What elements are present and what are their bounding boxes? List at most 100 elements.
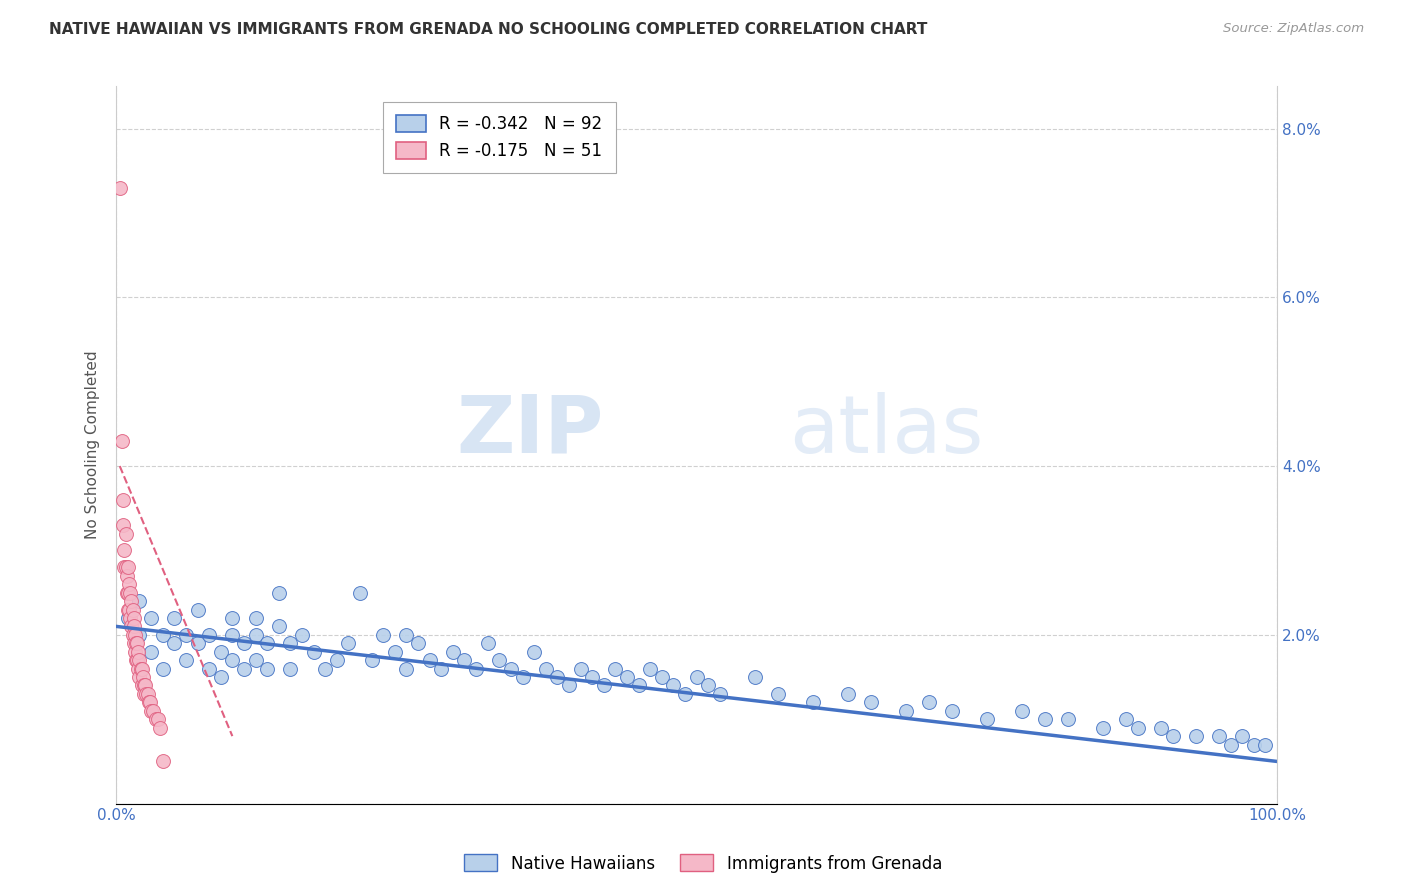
Point — [121, 602, 143, 616]
Point — [127, 645, 149, 659]
Point — [605, 662, 627, 676]
Point — [766, 687, 789, 701]
Point — [121, 628, 143, 642]
Point — [136, 687, 159, 701]
Point — [569, 662, 592, 676]
Point — [139, 704, 162, 718]
Point — [120, 619, 142, 633]
Point — [122, 619, 145, 633]
Point — [139, 695, 162, 709]
Point — [1161, 729, 1184, 743]
Point — [430, 662, 453, 676]
Point — [245, 611, 267, 625]
Point — [233, 662, 256, 676]
Point — [267, 619, 290, 633]
Point — [918, 695, 941, 709]
Point — [256, 636, 278, 650]
Point — [337, 636, 360, 650]
Point — [1091, 721, 1114, 735]
Point — [115, 585, 138, 599]
Point — [152, 628, 174, 642]
Point — [114, 560, 136, 574]
Point — [112, 518, 135, 533]
Point — [349, 585, 371, 599]
Point — [1230, 729, 1253, 743]
Point — [709, 687, 731, 701]
Point — [139, 645, 162, 659]
Point — [267, 585, 290, 599]
Point — [125, 653, 148, 667]
Point — [152, 755, 174, 769]
Point — [859, 695, 882, 709]
Y-axis label: No Schooling Completed: No Schooling Completed — [86, 351, 100, 540]
Point — [1057, 712, 1080, 726]
Point — [186, 636, 208, 650]
Point — [465, 662, 488, 676]
Point — [453, 653, 475, 667]
Point — [174, 628, 197, 642]
Point — [127, 653, 149, 667]
Point — [673, 687, 696, 701]
Point — [662, 678, 685, 692]
Point — [221, 653, 243, 667]
Point — [326, 653, 349, 667]
Point — [384, 645, 406, 659]
Point — [128, 670, 150, 684]
Point — [894, 704, 917, 718]
Point — [129, 662, 152, 676]
Point — [441, 645, 464, 659]
Text: ZIP: ZIP — [457, 392, 603, 470]
Point — [118, 602, 141, 616]
Point — [523, 645, 546, 659]
Point — [406, 636, 429, 650]
Point — [280, 636, 302, 650]
Point — [122, 611, 145, 625]
Point — [488, 653, 510, 667]
Point — [512, 670, 534, 684]
Point — [125, 636, 148, 650]
Point — [134, 687, 156, 701]
Point — [395, 662, 418, 676]
Point — [149, 721, 172, 735]
Point — [139, 611, 162, 625]
Point — [941, 704, 963, 718]
Point — [114, 526, 136, 541]
Point — [128, 628, 150, 642]
Point — [120, 585, 142, 599]
Point — [419, 653, 441, 667]
Point — [135, 687, 157, 701]
Point — [302, 645, 325, 659]
Point — [558, 678, 581, 692]
Text: Source: ZipAtlas.com: Source: ZipAtlas.com — [1223, 22, 1364, 36]
Point — [1011, 704, 1033, 718]
Point — [1254, 738, 1277, 752]
Point — [651, 670, 673, 684]
Point — [120, 611, 142, 625]
Point — [127, 636, 149, 650]
Point — [697, 678, 720, 692]
Point — [976, 712, 998, 726]
Point — [638, 662, 661, 676]
Point — [127, 662, 149, 676]
Point — [233, 636, 256, 650]
Point — [1184, 729, 1206, 743]
Point — [291, 628, 314, 642]
Point — [124, 645, 146, 659]
Point — [120, 594, 142, 608]
Point — [616, 670, 638, 684]
Point — [112, 543, 135, 558]
Point — [627, 678, 650, 692]
Point — [1208, 729, 1230, 743]
Point — [145, 712, 167, 726]
Point — [128, 594, 150, 608]
Point — [209, 645, 232, 659]
Point — [108, 180, 131, 194]
Point — [592, 678, 614, 692]
Point — [132, 670, 155, 684]
Point — [163, 636, 186, 650]
Point — [117, 611, 139, 625]
Point — [117, 585, 139, 599]
Point — [499, 662, 522, 676]
Point — [118, 577, 141, 591]
Point — [360, 653, 382, 667]
